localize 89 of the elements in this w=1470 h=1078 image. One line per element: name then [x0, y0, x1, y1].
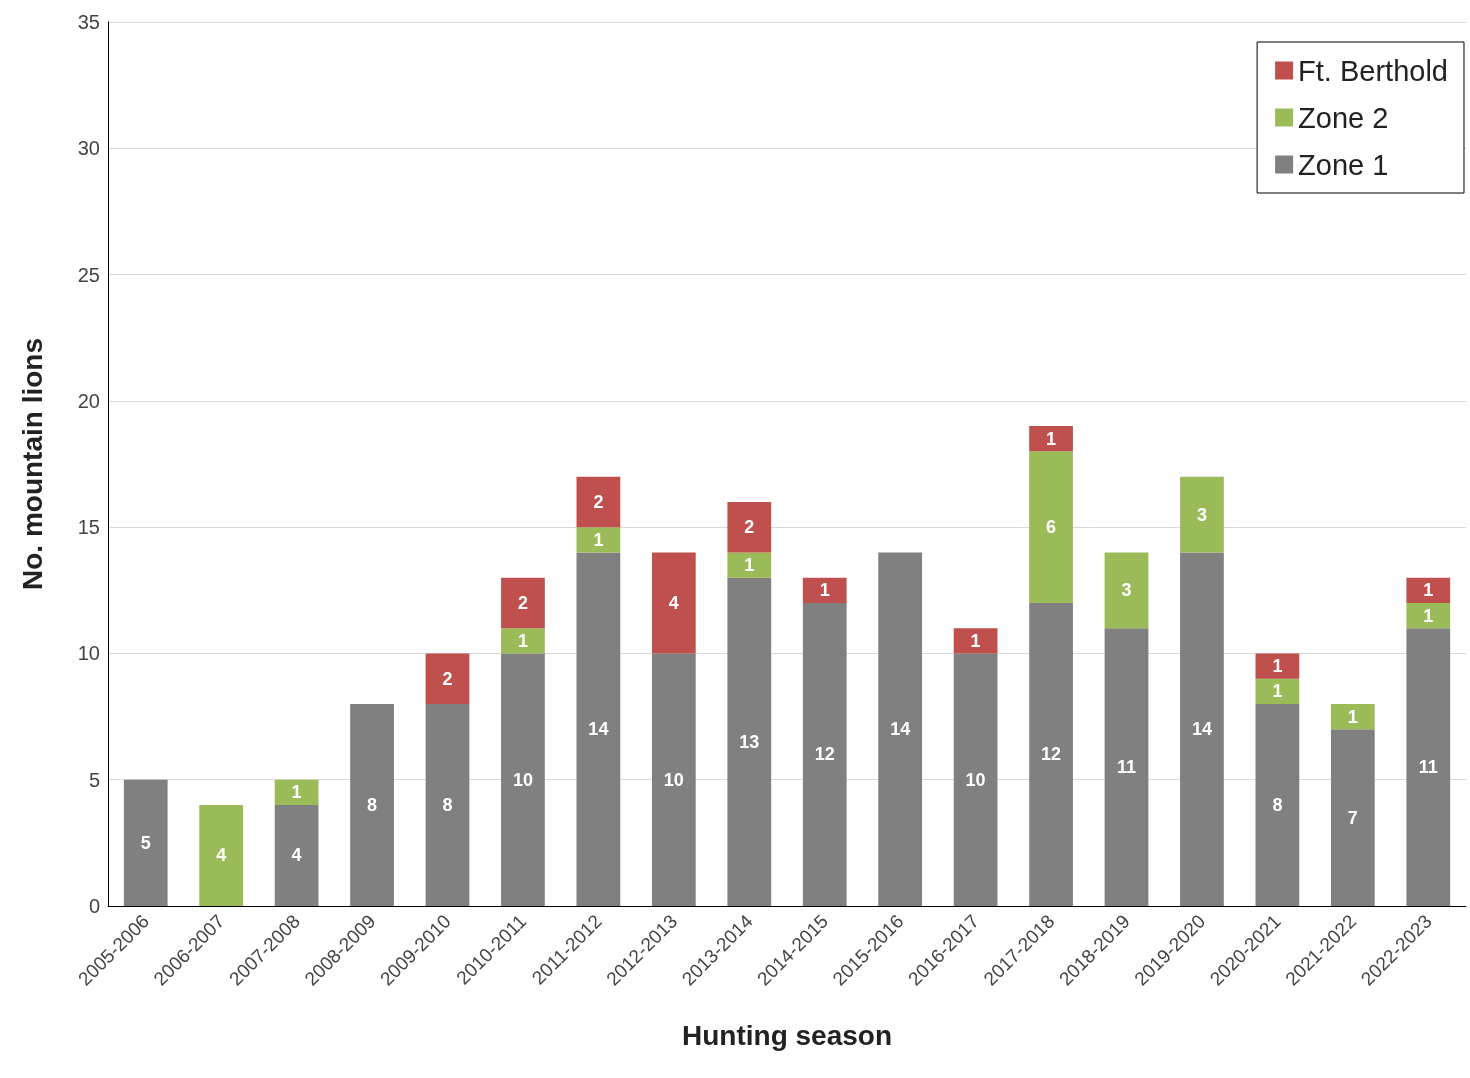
bar — [727, 552, 772, 578]
y-tick-label: 10 — [77, 642, 100, 665]
data-label: 11 — [1418, 757, 1438, 778]
data-label: 8 — [367, 794, 378, 815]
data-label: 1 — [1046, 428, 1057, 449]
bar — [1029, 426, 1073, 452]
data-label: 1 — [819, 580, 830, 601]
data-label: 12 — [1041, 744, 1062, 765]
data-label: 8 — [1272, 794, 1283, 815]
bar — [1255, 678, 1300, 704]
y-tick-label: 20 — [77, 389, 100, 412]
data-label: 1 — [970, 630, 981, 651]
bar — [953, 628, 998, 654]
bar — [1406, 577, 1451, 603]
bar — [1255, 653, 1300, 679]
data-label: 13 — [739, 731, 760, 752]
bar — [1406, 628, 1451, 906]
bar — [878, 552, 923, 906]
y-tick-label: 5 — [88, 768, 100, 791]
bar — [1180, 552, 1224, 906]
bar — [1406, 602, 1451, 629]
data-label: 2 — [442, 668, 453, 689]
bar — [727, 501, 772, 553]
data-label: 1 — [517, 630, 528, 651]
data-label: 2 — [593, 491, 604, 512]
y-axis-title: No. mountain lions — [16, 338, 48, 590]
bar — [274, 804, 319, 906]
bar — [953, 653, 998, 906]
bar — [1255, 703, 1300, 906]
data-label: 11 — [1116, 757, 1137, 778]
legend-label: Zone 2 — [1298, 101, 1389, 134]
bar — [1330, 703, 1375, 730]
bar — [123, 779, 168, 906]
data-label: 1 — [744, 555, 755, 576]
bar — [1029, 451, 1073, 603]
data-label: 3 — [1196, 504, 1207, 525]
data-label: 10 — [663, 769, 684, 790]
data-label: 10 — [965, 769, 986, 790]
data-label: 10 — [512, 769, 533, 790]
bar — [651, 653, 696, 906]
data-label: 1 — [1347, 706, 1358, 727]
data-label: 14 — [588, 719, 609, 740]
data-label: 3 — [1121, 580, 1132, 601]
bar — [274, 779, 319, 805]
data-label: 14 — [890, 719, 911, 740]
data-label: 7 — [1347, 807, 1358, 828]
bar — [425, 653, 470, 704]
y-tick-label: 15 — [77, 516, 100, 539]
legend-label: Zone 1 — [1298, 148, 1389, 181]
bar — [1330, 729, 1375, 906]
data-label: 1 — [1272, 656, 1283, 677]
data-label: 1 — [291, 782, 302, 803]
legend-label: Ft. Berthold — [1298, 54, 1449, 87]
data-label: 1 — [593, 529, 604, 550]
data-label: 8 — [442, 794, 453, 815]
data-label: 4 — [668, 592, 679, 613]
data-label: 2 — [517, 592, 528, 613]
bar — [576, 527, 621, 553]
y-tick-label: 0 — [88, 895, 100, 917]
bar — [802, 577, 847, 603]
data-label: 5 — [140, 832, 151, 853]
bar — [1104, 628, 1149, 906]
bar — [350, 703, 394, 906]
data-label: 14 — [1191, 719, 1212, 740]
y-tick-label: 25 — [77, 263, 100, 286]
bar — [199, 804, 244, 906]
data-label: 4 — [216, 845, 227, 866]
y-tick-label: 30 — [77, 137, 100, 160]
bar — [501, 628, 545, 654]
bar — [1029, 602, 1073, 906]
x-axis-title: Hunting season — [681, 1019, 893, 1051]
bar — [576, 476, 621, 528]
data-label: 1 — [1423, 580, 1434, 601]
data-label: 2 — [744, 517, 755, 538]
bar — [651, 552, 696, 654]
bar — [501, 653, 545, 906]
data-label: 4 — [291, 845, 302, 866]
y-tick-label: 35 — [77, 11, 100, 33]
bar — [1180, 476, 1224, 553]
data-label: 1 — [1272, 681, 1283, 702]
bar — [576, 552, 621, 906]
bar — [1104, 552, 1149, 629]
data-label: 1 — [1423, 605, 1434, 626]
bar — [501, 577, 545, 629]
bar — [802, 602, 847, 906]
data-label: 12 — [814, 744, 835, 765]
data-label: 6 — [1046, 517, 1057, 538]
bar — [425, 703, 470, 906]
bar — [727, 577, 772, 906]
